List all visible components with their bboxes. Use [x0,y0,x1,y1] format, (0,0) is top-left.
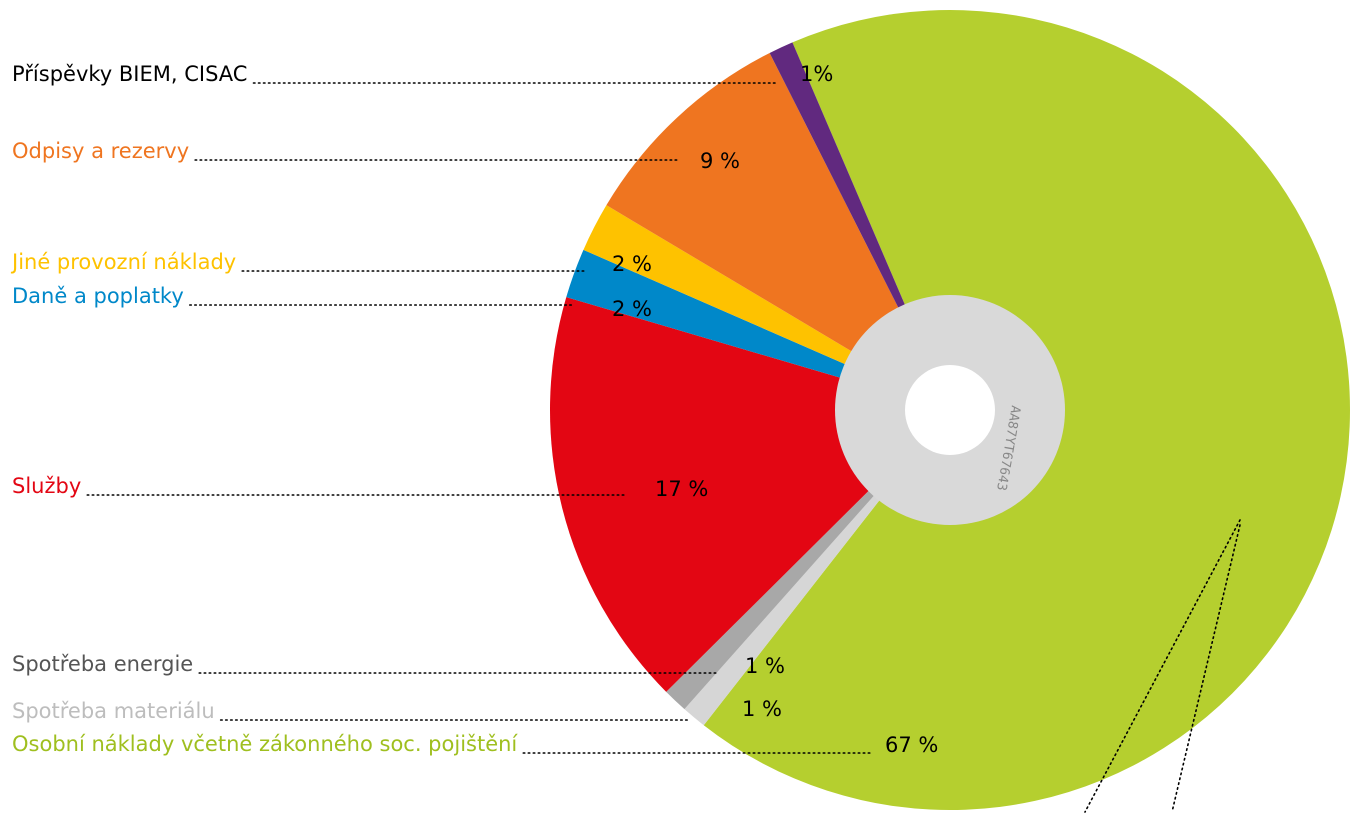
disc-hole [905,365,995,455]
value-label: 2 % [612,297,652,321]
category-label: Spotřeba energie [12,652,193,676]
value-label: 1 % [742,697,782,721]
category-label: Daně a poplatky [12,284,184,308]
value-label: 2 % [612,252,652,276]
category-label: Služby [12,474,81,498]
value-label: 1 % [745,654,785,678]
labels: Osobní náklady včetně zákonného soc. poj… [10,62,938,757]
category-label: Spotřeba materiálu [12,699,215,723]
value-label: 1% [800,62,833,86]
slice [606,52,950,411]
value-label: 9 % [700,149,740,173]
decor-line [1171,524,1241,813]
category-label: Příspěvky BIEM, CISAC [12,62,247,86]
category-label: Osobní náklady včetně zákonného soc. poj… [12,732,518,756]
value-label: 17 % [655,477,708,501]
category-label: Odpisy a rezervy [12,139,189,163]
value-label: 67 % [885,733,938,757]
category-label: Jiné provozní náklady [10,250,236,274]
decor-line [1084,519,1241,813]
